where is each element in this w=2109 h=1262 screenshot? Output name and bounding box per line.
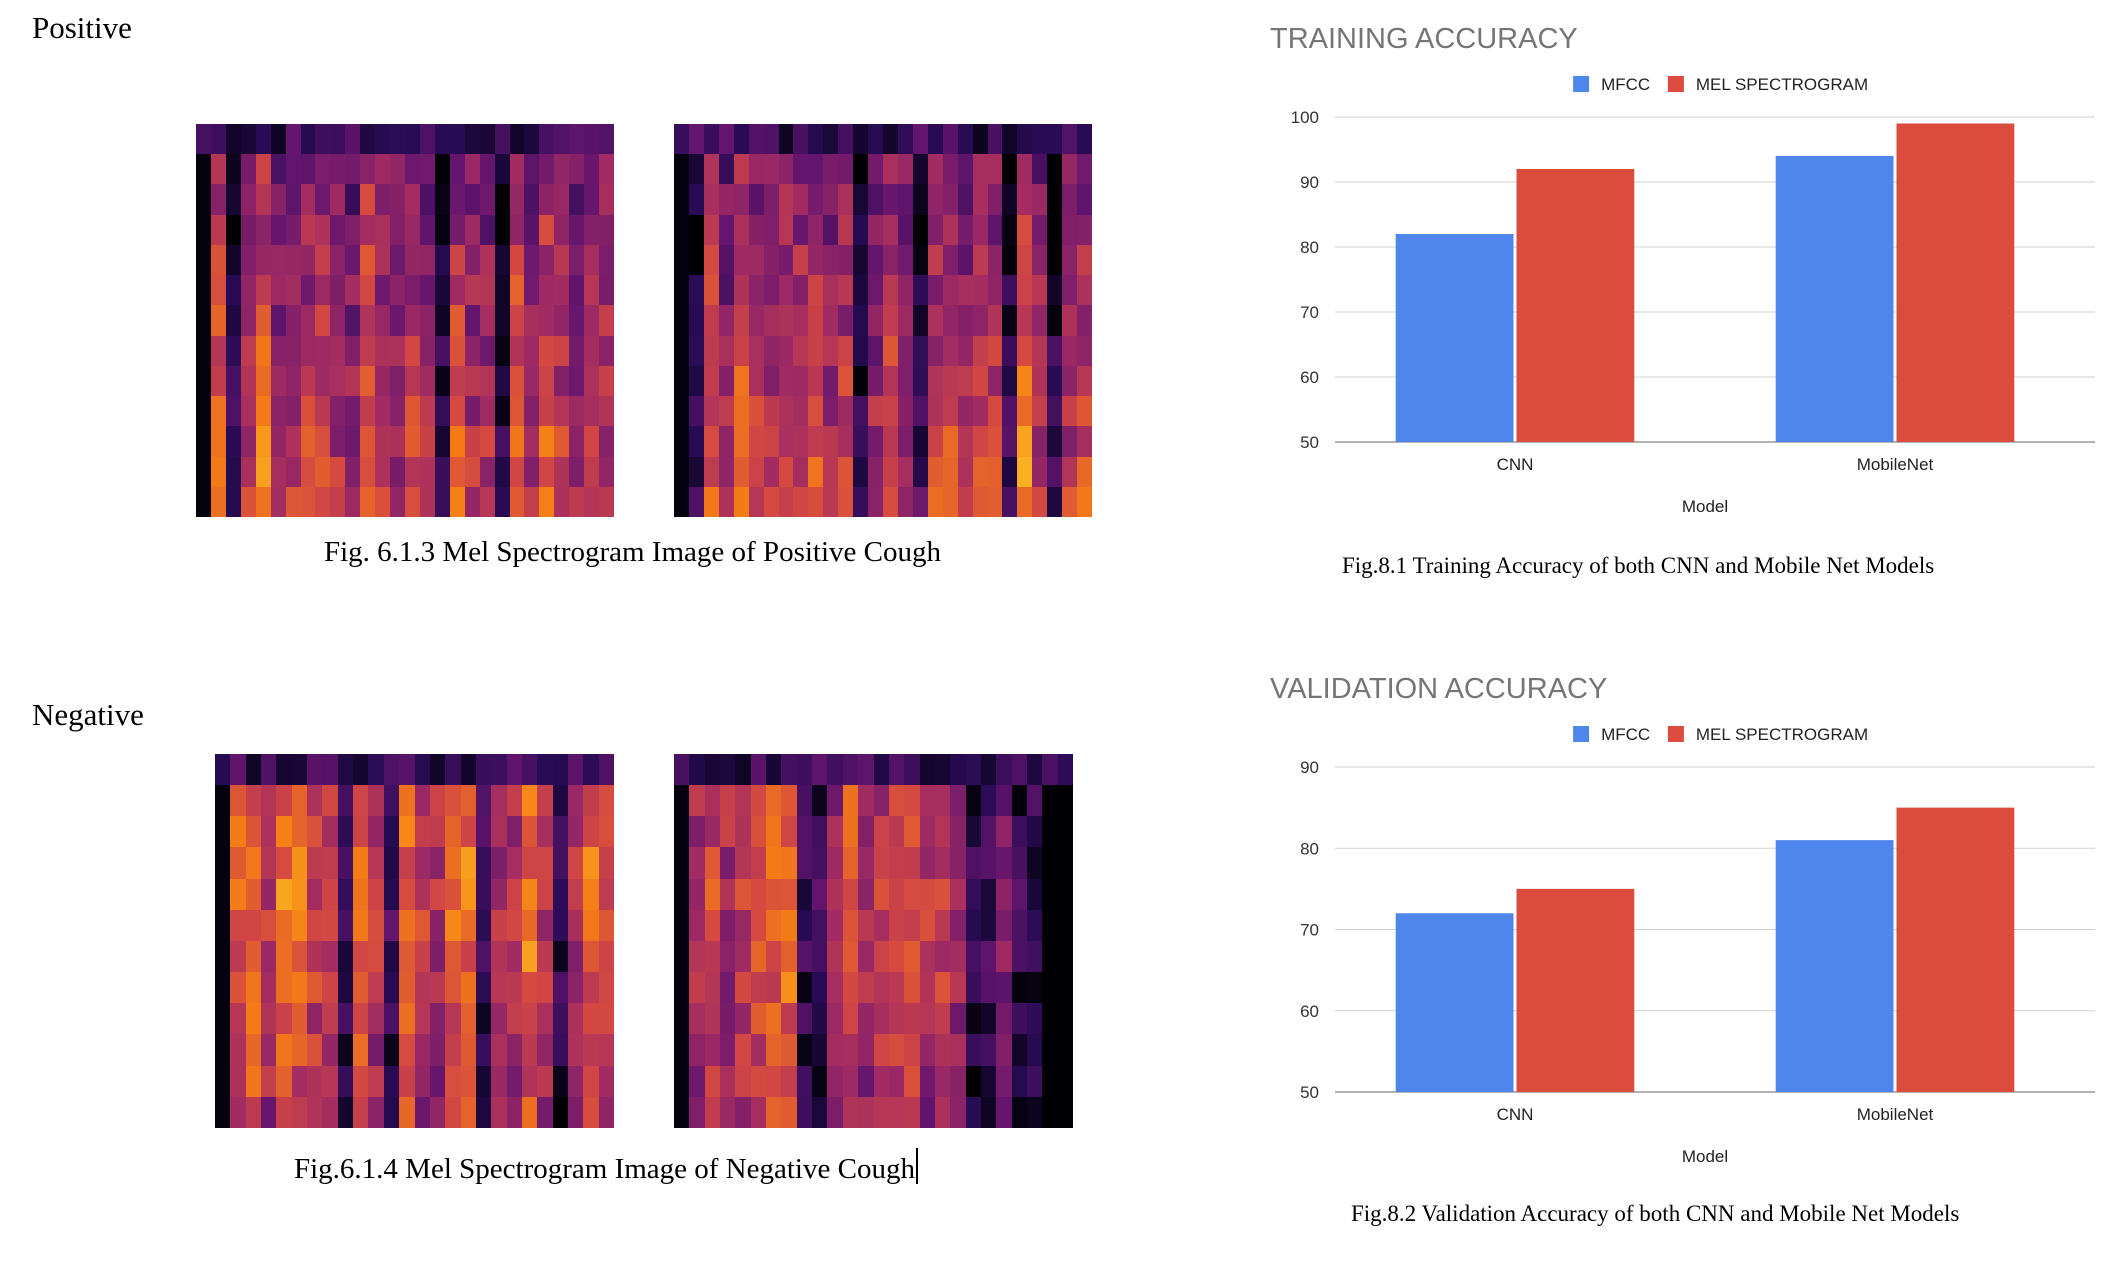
validation-xtick-0: CNN bbox=[1497, 1105, 1534, 1124]
validation-legend-swatch-1 bbox=[1667, 726, 1684, 742]
negative-caption: Fig.6.1.4 Mel Spectrogram Image of Negat… bbox=[294, 1148, 918, 1186]
validation-legend-label-0: MFCC bbox=[1601, 725, 1650, 744]
validation-xaxis-label: Model bbox=[1682, 1147, 1728, 1166]
text-cursor bbox=[915, 1148, 918, 1184]
validation-ytick-4: 90 bbox=[1300, 758, 1319, 777]
validation-bar-cnn-1 bbox=[1516, 888, 1635, 1092]
training-legend-label-1: MEL SPECTROGRAM bbox=[1696, 75, 1868, 94]
training-bar-mobilenet-0 bbox=[1775, 156, 1894, 442]
positive-spectrogram-1 bbox=[196, 124, 614, 517]
training-ytick-5: 100 bbox=[1291, 108, 1319, 127]
validation-ytick-3: 80 bbox=[1300, 839, 1319, 858]
validation-bar-mobilenet-1 bbox=[1896, 807, 2015, 1092]
negative-caption-text: Fig.6.1.4 Mel Spectrogram Image of Negat… bbox=[294, 1153, 915, 1185]
negative-spectrogram-1 bbox=[215, 754, 614, 1128]
negative-spectrogram-2 bbox=[674, 754, 1073, 1128]
validation-ytick-1: 60 bbox=[1300, 1002, 1319, 1021]
training-ytick-2: 70 bbox=[1300, 303, 1319, 322]
training-legend-swatch-0 bbox=[1573, 76, 1590, 92]
training-bar-mobilenet-1 bbox=[1896, 123, 2015, 442]
training-bar-cnn-1 bbox=[1516, 169, 1635, 442]
training-accuracy-chart: TRAINING ACCURACY MFCC MEL SPECTROGRAM 50 60… bbox=[1270, 23, 2095, 516]
training-ytick-3: 80 bbox=[1300, 238, 1319, 257]
training-xtick-1: MobileNet bbox=[1857, 455, 1934, 474]
training-xtick-0: CNN bbox=[1497, 455, 1534, 474]
validation-xtick-1: MobileNet bbox=[1857, 1105, 1934, 1124]
training-bar-cnn-0 bbox=[1395, 234, 1514, 442]
training-legend-swatch-1 bbox=[1667, 76, 1684, 92]
validation-chart-title: VALIDATION ACCURACY bbox=[1270, 673, 1607, 705]
training-ytick-4: 90 bbox=[1300, 173, 1319, 192]
training-ytick-1: 60 bbox=[1300, 368, 1319, 387]
positive-heading: Positive bbox=[32, 10, 132, 45]
validation-chart-caption: Fig.8.2 Validation Accuracy of both CNN … bbox=[1351, 1201, 1960, 1226]
positive-spectrogram-2 bbox=[674, 124, 1092, 517]
negative-heading: Negative bbox=[32, 697, 144, 732]
validation-ytick-2: 70 bbox=[1300, 921, 1319, 940]
validation-legend-label-1: MEL SPECTROGRAM bbox=[1696, 725, 1868, 744]
validation-accuracy-chart: VALIDATION ACCURACY MFCC MEL SPECTROGRAM 50… bbox=[1270, 673, 2095, 1166]
validation-ytick-0: 50 bbox=[1300, 1083, 1319, 1102]
training-chart-title: TRAINING ACCURACY bbox=[1270, 23, 1578, 55]
positive-caption: Fig. 6.1.3 Mel Spectrogram Image of Posi… bbox=[324, 536, 941, 568]
validation-bar-cnn-0 bbox=[1395, 913, 1514, 1092]
training-ytick-0: 50 bbox=[1300, 433, 1319, 452]
training-legend-label-0: MFCC bbox=[1601, 75, 1650, 94]
validation-legend-swatch-0 bbox=[1573, 726, 1590, 742]
training-xaxis-label: Model bbox=[1682, 497, 1728, 516]
validation-bar-mobilenet-0 bbox=[1775, 840, 1894, 1092]
training-chart-caption: Fig.8.1 Training Accuracy of both CNN an… bbox=[1342, 553, 1935, 578]
